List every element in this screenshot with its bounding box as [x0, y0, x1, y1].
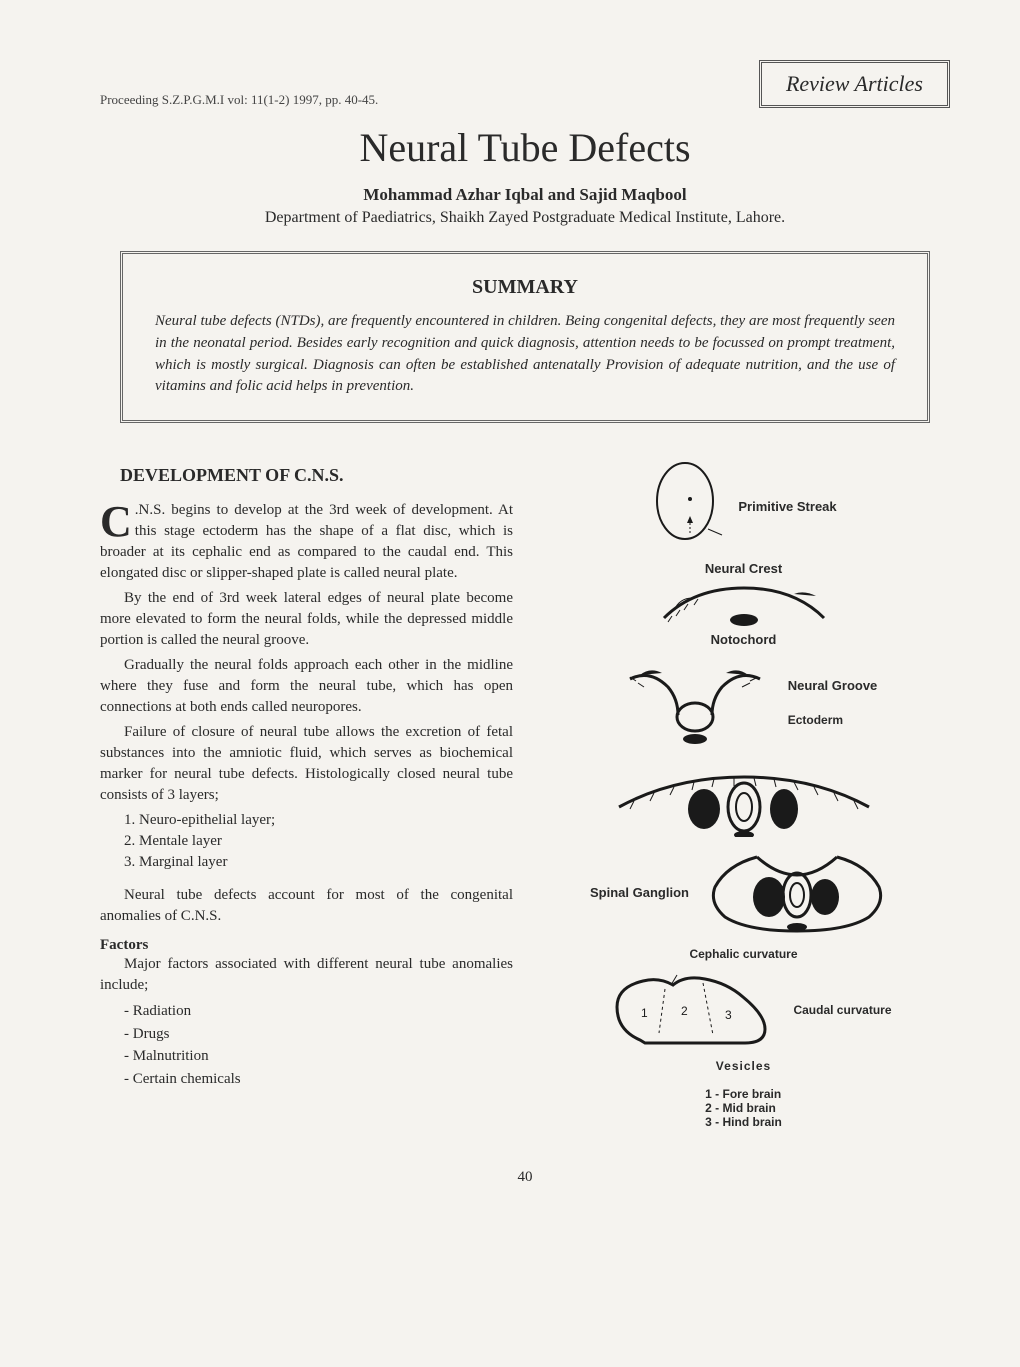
right-column-diagram: Primitive Streak Neural Crest Notochord	[537, 457, 950, 1129]
cephalic-curvature-label: Cephalic curvature	[689, 947, 797, 961]
svg-text:2: 2	[681, 1004, 688, 1018]
legend-2: 2 - Mid brain	[705, 1101, 782, 1115]
section-heading: DEVELOPMENT OF C.N.S.	[120, 465, 513, 486]
spinal-ganglion-icon	[697, 847, 897, 937]
summary-heading: SUMMARY	[155, 276, 895, 299]
left-column: DEVELOPMENT OF C.N.S. C .N.S. begins to …	[100, 457, 513, 1129]
ectoderm-cross-section-icon	[604, 757, 884, 837]
summary-box: SUMMARY Neural tube defects (NTDs), are …	[120, 251, 930, 423]
factors-heading: Factors	[100, 937, 513, 954]
spinal-ganglion-label: Spinal Ganglion	[590, 885, 689, 900]
paragraph-3: Gradually the neural folds approach each…	[100, 655, 513, 718]
summary-text: Neural tube defects (NTDs), are frequent…	[155, 311, 895, 398]
legend-1: 1 - Fore brain	[705, 1087, 782, 1101]
dropcap: C	[100, 500, 135, 540]
factor-4: - Certain chemicals	[100, 1068, 513, 1091]
page-number: 40	[100, 1169, 950, 1186]
neural-crest-label: Neural Crest	[705, 561, 782, 576]
factor-3: - Malnutrition	[100, 1045, 513, 1068]
neural-groove-label: Neural Groove	[788, 678, 878, 693]
brain-legend: 1 - Fore brain 2 - Mid brain 3 - Hind br…	[705, 1087, 782, 1129]
paragraph-1: C .N.S. begins to develop at the 3rd wee…	[100, 500, 513, 584]
primitive-streak-label: Primitive Streak	[738, 499, 836, 514]
authors: Mohammad Azhar Iqbal and Sajid Maqbool	[100, 185, 950, 205]
vesicles-label: Vesicles	[716, 1059, 771, 1073]
brain-vesicles-icon: 1 2 3	[595, 965, 785, 1055]
paragraph-5: Neural tube defects account for most of …	[100, 885, 513, 927]
ectoderm-label: Ectoderm	[788, 713, 878, 727]
svg-text:3: 3	[725, 1008, 732, 1022]
primitive-streak-icon	[650, 461, 730, 551]
proceedings-text: Proceeding S.Z.P.G.M.I vol: 11(1-2) 1997…	[100, 92, 378, 108]
factor-2: - Drugs	[100, 1023, 513, 1046]
neural-crest-icon	[644, 580, 844, 628]
layer-item-3: 3. Marginal layer	[100, 852, 513, 873]
paragraph-6: Major factors associated with different …	[100, 954, 513, 996]
svg-text:1: 1	[641, 1006, 648, 1020]
neural-groove-icon	[610, 657, 780, 747]
caudal-curvature-label: Caudal curvature	[793, 1003, 891, 1017]
notochord-label: Notochord	[711, 632, 777, 647]
review-badge: Review Articles	[759, 60, 950, 108]
legend-3: 3 - Hind brain	[705, 1115, 782, 1129]
paragraph-2: By the end of 3rd week lateral edges of …	[100, 588, 513, 651]
affiliation: Department of Paediatrics, Shaikh Zayed …	[100, 209, 950, 227]
paragraph-4: Failure of closure of neural tube allows…	[100, 722, 513, 806]
layer-item-2: 2. Mentale layer	[100, 831, 513, 852]
factor-1: - Radiation	[100, 1000, 513, 1023]
page-title: Neural Tube Defects	[100, 124, 950, 171]
layer-item-1: 1. Neuro-epithelial layer;	[100, 810, 513, 831]
p1-text: .N.S. begins to develop at the 3rd week …	[100, 502, 513, 581]
